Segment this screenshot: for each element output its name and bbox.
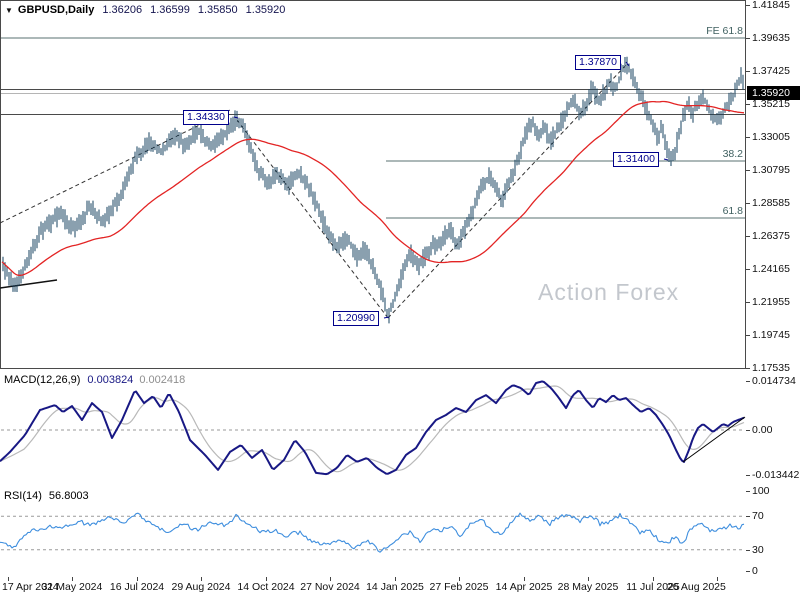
price-axis-tick (746, 334, 750, 336)
price-axis-label: 1.41845 (752, 0, 790, 11)
price-axis-tick (746, 367, 750, 369)
price-axis-tick (746, 169, 750, 171)
time-axis-label: 26 Aug 2025 (666, 581, 726, 593)
price-axis-label: 1.35215 (752, 97, 790, 110)
time-axis[interactable]: 17 Apr 2024 31 May 2024 16 Jul 2024 29 Aug … (0, 577, 800, 600)
rsi-axis-label: 100 (752, 485, 770, 497)
time-axis-tick (395, 577, 396, 581)
rsi-axis-tick (746, 516, 750, 518)
rsi-value: 56.8003 (48, 490, 89, 502)
price-axis-tick (746, 301, 750, 303)
rsi-axis-label: 30 (752, 543, 764, 556)
macd-label: MACD(12,26,9) 0.003824 0.002418 (4, 374, 185, 386)
close-price: 1.35920 (245, 4, 286, 16)
price-axis-label: 1.39635 (752, 31, 790, 44)
price-axis-tick (746, 235, 750, 237)
rsi-name: RSI(14) (4, 490, 42, 502)
price-axis-label: 1.17535 (752, 361, 790, 374)
rsi-label: RSI(14) 56.8003 (4, 490, 89, 502)
macd-axis-label: 0.00 (752, 424, 773, 436)
price-axis-tick (746, 37, 750, 39)
macd-axis-tick (746, 381, 750, 382)
time-axis-tick (459, 577, 460, 581)
rsi-axis-tick (746, 491, 750, 492)
price-axis-tick (746, 70, 750, 72)
time-axis-label: 14 Apr 2025 (495, 581, 553, 593)
rsi-canvas[interactable] (0, 487, 746, 577)
time-axis-tick (653, 577, 654, 581)
time-axis-label: 29 Aug 2024 (171, 581, 231, 593)
rsi-axis-tick (746, 549, 750, 551)
time-axis-tick (137, 577, 138, 581)
rsi-axis-label: 70 (752, 510, 764, 523)
time-axis-tick (72, 577, 73, 581)
time-axis-tick (201, 577, 202, 581)
macd-axis-tick (746, 474, 750, 476)
price-axis-label: 1.21955 (752, 295, 790, 308)
price-axis-label: 1.26375 (752, 229, 790, 242)
macd-axis-tick (746, 430, 750, 431)
fib-label: FE 61.8 (706, 24, 743, 37)
price-axis-tick (746, 202, 750, 204)
price-callout[interactable]: 1.34330 (183, 110, 229, 125)
time-axis-label: 17 Apr 2024 (2, 581, 59, 593)
price-axis-tick (746, 268, 750, 270)
macd-axis-label: 0.014734 (752, 375, 796, 387)
macd-axis-label: -0.013442 (752, 468, 800, 481)
time-axis-label: 28 May 2025 (557, 581, 619, 593)
open-price: 1.36206 (102, 4, 143, 16)
time-axis-label: 14 Jan 2025 (366, 581, 424, 593)
time-axis-label: 27 Nov 2024 (300, 581, 360, 593)
symbol-timeframe-label: GBPUSD,Daily (17, 4, 95, 16)
time-axis-tick (588, 577, 589, 581)
price-axis-label: 1.33005 (752, 130, 790, 143)
price-callout[interactable]: 1.20990 (333, 311, 379, 326)
fib-label: 38.2 (722, 147, 743, 160)
time-axis-tick (717, 577, 718, 581)
price-axis[interactable]: 1.41845 1.39635 1.37425 1.35215 1.33005 1.307… (746, 0, 800, 600)
rsi-axis-tick (746, 571, 750, 572)
price-axis-label: 1.24165 (752, 262, 790, 275)
macd-main-value: 0.003824 (87, 374, 134, 386)
time-axis-label: 14 Oct 2024 (237, 581, 295, 593)
time-axis-tick (524, 577, 525, 581)
watermark: Action Forex (538, 279, 680, 305)
time-axis-label: 27 Feb 2025 (429, 581, 489, 593)
price-callout[interactable]: 1.31400 (613, 152, 659, 167)
price-axis-label: 1.28585 (752, 196, 790, 209)
high-price: 1.36599 (150, 4, 190, 16)
price-axis-label: 1.30795 (752, 163, 790, 176)
price-axis-tick (746, 103, 750, 105)
symbol-dropdown-icon[interactable]: ▼ (5, 6, 13, 15)
time-axis-tick (266, 577, 267, 581)
time-axis-tick (8, 577, 9, 581)
fib-label: 61.8 (722, 205, 743, 217)
time-axis-tick (330, 577, 331, 581)
price-chart-canvas[interactable] (0, 1, 746, 370)
time-axis-label: 16 Jul 2024 (109, 581, 165, 593)
chart-title-bar: ▼ GBPUSD,Daily 1.36206 1.36599 1.35850 1.3592… (5, 4, 285, 16)
time-axis-label: 11 Jul 2025 (626, 581, 680, 593)
rsi-panel (0, 0, 746, 90)
time-axis-label: 31 May 2024 (41, 581, 103, 593)
macd-signal-value: 0.002418 (139, 374, 186, 386)
rsi-axis-label: 0 (752, 565, 758, 577)
price-axis-label: 1.37425 (752, 64, 790, 77)
macd-canvas[interactable] (0, 371, 746, 486)
price-callout[interactable]: 1.37870 (575, 55, 621, 70)
price-axis-label: 1.19745 (752, 328, 790, 341)
price-axis-tick (746, 5, 750, 6)
current-price-badge: 1.35920 (747, 86, 800, 101)
macd-name: MACD(12,26,9) (4, 374, 81, 386)
low-price: 1.35850 (197, 4, 238, 16)
price-axis-tick (746, 136, 750, 138)
